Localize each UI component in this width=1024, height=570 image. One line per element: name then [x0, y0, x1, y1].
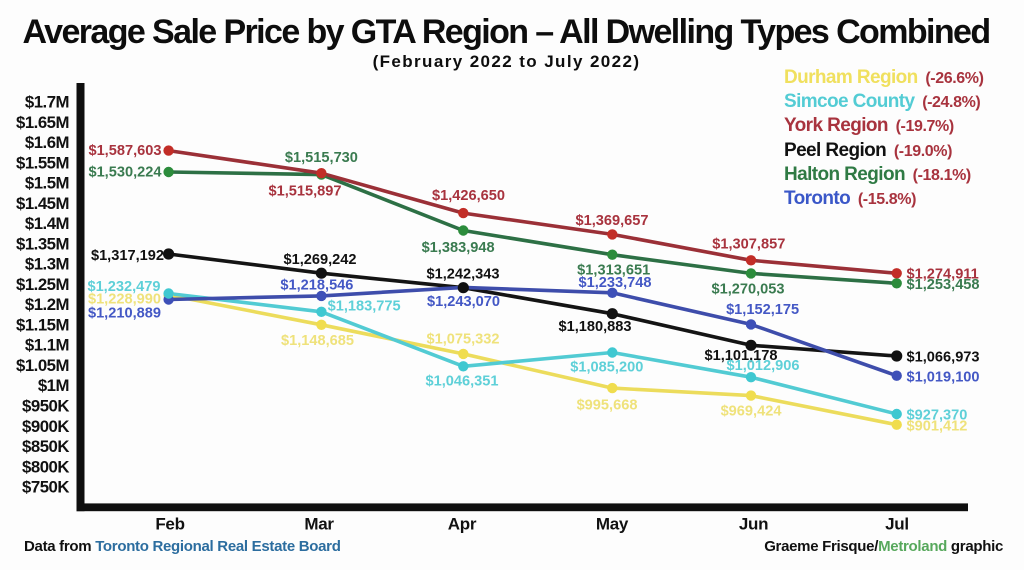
svg-text:$1,066,973: $1,066,973 [907, 350, 980, 366]
svg-text:$1,515,730: $1,515,730 [285, 150, 358, 166]
svg-text:$1.65M: $1.65M [16, 113, 69, 132]
svg-text:$1,253,458: $1,253,458 [907, 277, 980, 293]
svg-text:$1,085,200: $1,085,200 [570, 360, 643, 376]
svg-text:$1,243,070: $1,243,070 [427, 294, 500, 310]
svg-text:$1.55M: $1.55M [16, 153, 69, 172]
svg-text:$1.15M: $1.15M [16, 316, 69, 335]
svg-text:$1,233,748: $1,233,748 [578, 275, 651, 291]
svg-text:$1,101,178: $1,101,178 [704, 348, 777, 364]
svg-text:$1M: $1M [38, 376, 69, 395]
svg-text:$1,307,857: $1,307,857 [712, 237, 785, 253]
svg-text:$1,313,651: $1,313,651 [577, 263, 650, 279]
svg-text:Jun: Jun [739, 515, 768, 534]
svg-text:$850K: $850K [22, 437, 69, 456]
svg-text:Jul: Jul [885, 515, 909, 534]
svg-text:$1,152,175: $1,152,175 [726, 302, 799, 318]
svg-text:$1,075,332: $1,075,332 [426, 332, 499, 348]
svg-text:$1,515,897: $1,515,897 [268, 183, 341, 199]
svg-text:Feb: Feb [155, 515, 184, 534]
svg-text:Apr: Apr [448, 515, 477, 534]
svg-text:$1,046,351: $1,046,351 [425, 374, 498, 390]
svg-text:$1.5M: $1.5M [25, 174, 69, 193]
svg-text:$901,412: $901,412 [907, 418, 968, 434]
svg-text:$1.25M: $1.25M [16, 275, 69, 294]
svg-text:$1.4M: $1.4M [25, 214, 69, 233]
svg-text:Mar: Mar [304, 515, 334, 534]
svg-text:$1.3M: $1.3M [25, 255, 69, 274]
svg-text:$1,426,650: $1,426,650 [432, 188, 505, 204]
svg-text:$1,228,990: $1,228,990 [88, 291, 161, 307]
svg-text:$1,369,657: $1,369,657 [575, 213, 648, 229]
svg-text:$1.05M: $1.05M [16, 356, 69, 375]
svg-text:$1.7M: $1.7M [25, 93, 69, 112]
svg-text:May: May [596, 515, 629, 534]
svg-text:$750K: $750K [22, 478, 69, 497]
svg-text:$1.6M: $1.6M [25, 133, 69, 152]
svg-text:$1,210,889: $1,210,889 [88, 305, 161, 321]
svg-text:$1,232,479: $1,232,479 [87, 279, 160, 295]
svg-text:$1.35M: $1.35M [16, 234, 69, 253]
svg-text:$1,270,053: $1,270,053 [711, 282, 784, 298]
svg-text:$800K: $800K [22, 457, 69, 476]
svg-text:$927,370: $927,370 [907, 408, 968, 424]
svg-text:$1,180,883: $1,180,883 [558, 319, 631, 335]
svg-text:$1,383,948: $1,383,948 [422, 240, 495, 256]
svg-text:$1.1M: $1.1M [25, 336, 69, 355]
svg-text:$1.45M: $1.45M [16, 194, 69, 213]
svg-text:$1,530,224: $1,530,224 [88, 165, 162, 181]
svg-text:$1.2M: $1.2M [25, 295, 69, 314]
svg-text:$995,668: $995,668 [577, 397, 638, 413]
svg-text:$1,269,242: $1,269,242 [283, 252, 356, 268]
svg-text:$1,317,192: $1,317,192 [91, 248, 164, 264]
svg-text:$969,424: $969,424 [721, 404, 783, 420]
svg-text:$1,183,775: $1,183,775 [328, 299, 401, 315]
svg-text:$1,242,343: $1,242,343 [426, 267, 499, 283]
svg-text:$1,274,911: $1,274,911 [907, 266, 979, 282]
svg-text:$1,218,546: $1,218,546 [280, 278, 353, 294]
svg-text:$950K: $950K [22, 397, 69, 416]
svg-text:$1,587,603: $1,587,603 [88, 143, 161, 159]
svg-text:$1,148,685: $1,148,685 [281, 333, 354, 349]
svg-text:$1,019,100: $1,019,100 [907, 370, 980, 386]
svg-text:$900K: $900K [22, 417, 69, 436]
svg-text:$1,012,906: $1,012,906 [726, 358, 799, 374]
